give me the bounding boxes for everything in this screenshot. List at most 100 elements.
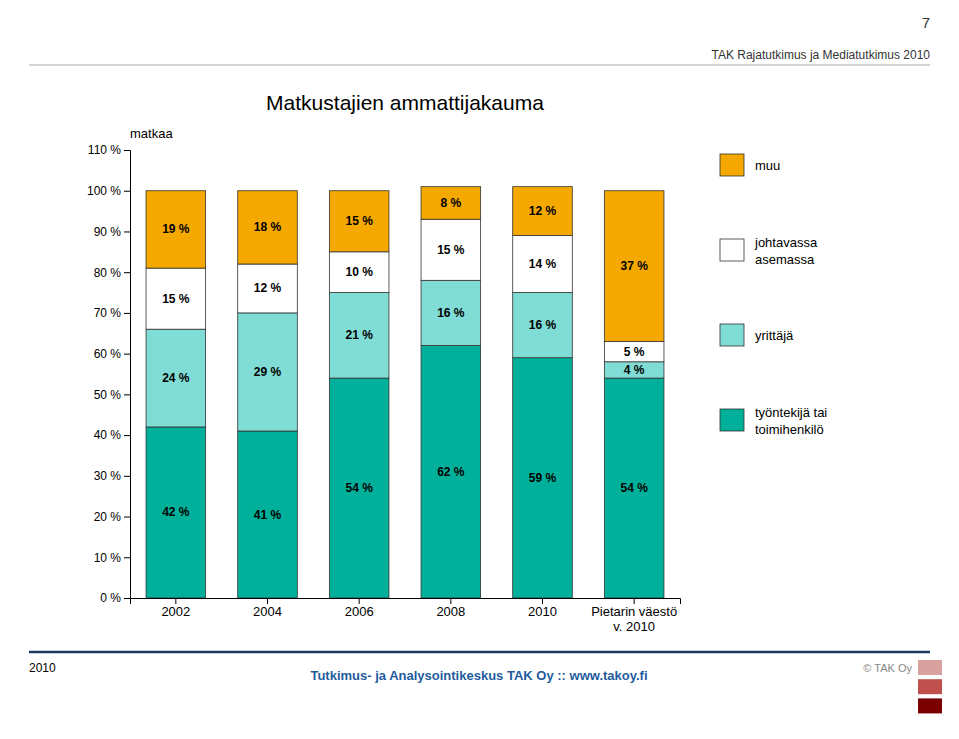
y-tick-mark [124, 598, 130, 599]
bar [604, 191, 664, 342]
bar [513, 358, 573, 598]
data-label: 16 % [437, 306, 465, 320]
bar [604, 378, 664, 598]
legend-label: muu [755, 158, 780, 173]
bar [513, 187, 573, 236]
y-tick: 110 % [88, 143, 130, 157]
x-tick-label: 2010 [528, 604, 557, 619]
x-tick-mark [450, 598, 451, 604]
y-tick-label: 30 % [94, 469, 122, 483]
data-label: 12 % [254, 281, 282, 295]
footer-square [918, 660, 942, 675]
data-label: 21 % [345, 328, 373, 342]
x-tick-label: Pietarin väestöv. 2010 [591, 604, 677, 634]
data-labels: 42 %41 %54 %62 %59 %54 %24 %29 %21 %16 %… [162, 196, 648, 522]
bar [421, 219, 481, 280]
axis-line [124, 151, 131, 599]
bar [604, 362, 664, 378]
data-label: 10 % [345, 265, 373, 279]
legend-item: johtavassaasemassa [720, 234, 818, 266]
bar [238, 191, 298, 264]
bar [329, 293, 389, 379]
bar-series [146, 345, 664, 598]
x-tick-mark [634, 598, 635, 604]
y-tick: 90 % [94, 225, 130, 239]
bar [329, 378, 389, 598]
data-label: 5 % [624, 345, 645, 359]
x-axis: 2002 2004 2006 2008 2010 Pietarin väestöv. 20… [131, 598, 681, 634]
data-label: 15 % [437, 243, 465, 257]
bar-series [146, 187, 664, 342]
x-tick-mark [542, 598, 543, 604]
header-rule [29, 64, 930, 65]
y-tick-mark [124, 394, 130, 395]
x-tick-label: 2008 [436, 604, 465, 619]
bar [146, 268, 206, 329]
y-tick-label: 10 % [94, 551, 122, 565]
bar [513, 236, 573, 293]
bar [146, 329, 206, 427]
y-tick-label: 0 % [100, 591, 121, 605]
y-tick-mark [124, 476, 130, 477]
x-tick: 2004 [253, 598, 282, 619]
y-axis-label: matkaa [130, 126, 173, 141]
y-tick-label: 60 % [94, 347, 122, 361]
bar-series [146, 219, 664, 362]
y-tick-mark [124, 272, 130, 273]
y-tick-mark [124, 354, 130, 355]
legend-item: yrittäjä [720, 324, 794, 346]
y-tick: 50 % [94, 388, 130, 402]
data-label: 54 % [345, 481, 373, 495]
page-number: 7 [922, 14, 930, 31]
footer-center: Tutkimus- ja Analysointikeskus TAK Oy ::… [310, 668, 647, 683]
x-tick-label: 2002 [161, 604, 190, 619]
legend-swatch [720, 409, 744, 431]
x-tick-mark [175, 598, 176, 604]
bar [146, 427, 206, 598]
legend-item: muu [720, 154, 780, 176]
x-tick-label: 2006 [345, 604, 374, 619]
y-tick: 40 % [94, 428, 130, 442]
data-label: 18 % [254, 220, 282, 234]
bar-series [146, 280, 664, 431]
data-label: 29 % [254, 365, 282, 379]
y-tick-mark [124, 191, 130, 192]
data-label: 8 % [440, 196, 461, 210]
data-label: 37 % [620, 259, 648, 273]
footer-square [918, 679, 942, 694]
legend-swatch [720, 324, 744, 346]
bar [238, 431, 298, 598]
data-label: 42 % [162, 505, 190, 519]
chart: 7 TAK Rajatutkimus ja Mediatutkimus 2010 2… [0, 0, 959, 739]
legend-label: työntekijä taitoimihenkilö [755, 404, 827, 436]
data-label: 54 % [620, 481, 648, 495]
y-tick-mark [124, 557, 130, 558]
y-tick: 100 % [87, 184, 130, 198]
y-tick: 20 % [94, 510, 130, 524]
y-tick-label: 90 % [94, 225, 122, 239]
legend: muu johtavassaasemassa yrittäjä työntekijä … [720, 154, 827, 436]
bar [421, 345, 481, 598]
bar [238, 313, 298, 431]
legend-label: johtavassaasemassa [754, 234, 818, 266]
data-label: 16 % [529, 318, 557, 332]
y-tick-label: 110 % [88, 143, 121, 157]
y-tick: 80 % [94, 266, 130, 280]
chart-title: Matkustajien ammattijakauma [266, 91, 544, 114]
header-text: TAK Rajatutkimus ja Mediatutkimus 2010 [711, 48, 930, 62]
data-label: 4 % [624, 363, 645, 377]
bar [421, 187, 481, 220]
y-tick-mark [124, 517, 130, 518]
data-label: 24 % [162, 371, 190, 385]
y-tick-label: 80 % [94, 266, 122, 280]
y-tick-mark [124, 435, 130, 436]
legend-label: yrittäjä [755, 328, 794, 343]
y-tick-label: 20 % [94, 510, 122, 524]
data-label: 15 % [345, 214, 373, 228]
y-tick: 60 % [94, 347, 130, 361]
y-tick: 10 % [94, 551, 130, 565]
footer-left: 2010 [29, 661, 56, 675]
x-tick-mark [267, 598, 268, 604]
bar [146, 191, 206, 268]
y-tick-label: 50 % [94, 388, 122, 402]
